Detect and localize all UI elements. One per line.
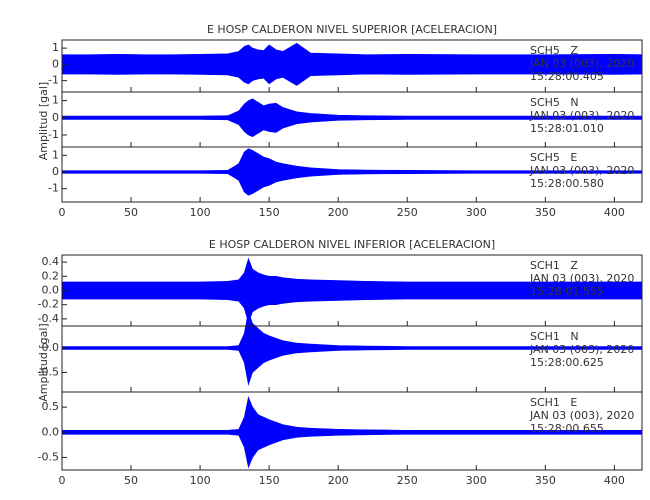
x-tick-label: 300: [466, 206, 487, 219]
date-label: JAN 03 (003), 2020: [529, 272, 634, 285]
time-label: 15:28:00.625: [530, 356, 604, 369]
x-tick-label: 200: [328, 206, 349, 219]
x-tick-label: 100: [190, 474, 211, 487]
y-tick-label: 0: [52, 57, 59, 70]
station-label: SCH1 Z: [530, 259, 578, 272]
y-tick-label: 0.0: [42, 425, 60, 438]
subplot-frame: [61, 146, 643, 203]
station-label: SCH5 E: [530, 151, 577, 164]
y-tick-label: 0: [52, 165, 59, 178]
y-tick-label: 0.5: [42, 400, 60, 413]
x-tick-label: 400: [604, 474, 625, 487]
y-tick-label: 0.2: [42, 269, 60, 282]
panel-title: E HOSP CALDERON NIVEL INFERIOR [ACELERAC…: [209, 238, 495, 251]
x-tick-label: 200: [328, 474, 349, 487]
date-label: JAN 03 (003), 2020: [529, 57, 634, 70]
time-label: 15:28:01.555: [530, 285, 604, 298]
x-tick-label: 100: [190, 206, 211, 219]
y-tick-label: 0: [52, 111, 59, 124]
y-tick-label: -0.4: [38, 312, 59, 325]
y-tick-label: 0.0: [42, 341, 60, 354]
x-tick-label: 150: [259, 474, 280, 487]
y-axis-label: Amplitud [gal]: [37, 82, 50, 160]
x-tick-label: 400: [604, 206, 625, 219]
x-tick-label: 0: [59, 474, 66, 487]
time-label: 15:28:00.405: [530, 70, 604, 83]
x-tick-label: 350: [535, 206, 556, 219]
y-tick-label: -1: [48, 128, 59, 141]
y-tick-label: 1: [52, 148, 59, 161]
station-label: SCH1 E: [530, 396, 577, 409]
x-tick-label: 50: [124, 206, 138, 219]
x-tick-label: 300: [466, 474, 487, 487]
station-label: SCH1 N: [530, 330, 579, 343]
station-label: SCH5 Z: [530, 44, 578, 57]
time-label: 15:28:01.010: [530, 122, 604, 135]
x-tick-label: 250: [397, 474, 418, 487]
date-label: JAN 03 (003), 2020: [529, 343, 634, 356]
y-axis-label: Amplitud [gal]: [37, 323, 50, 401]
y-tick-label: 0.0: [42, 284, 60, 297]
y-tick-label: -0.2: [38, 298, 59, 311]
time-label: 15:28:00.580: [530, 177, 604, 190]
x-tick-label: 350: [535, 474, 556, 487]
y-tick-label: -1: [48, 74, 59, 87]
y-tick-label: 0.4: [42, 255, 60, 268]
station-label: SCH5 N: [530, 96, 579, 109]
y-tick-label: -0.5: [38, 450, 59, 463]
y-tick-label: -0.5: [38, 365, 59, 378]
y-tick-label: 1: [52, 41, 59, 54]
subplot-frame: [61, 391, 643, 471]
y-tick-label: 1: [52, 94, 59, 107]
x-tick-label: 150: [259, 206, 280, 219]
x-tick-label: 0: [59, 206, 66, 219]
time-label: 15:28:00.655: [530, 422, 604, 435]
date-label: JAN 03 (003), 2020: [529, 164, 634, 177]
date-label: JAN 03 (003), 2020: [529, 109, 634, 122]
x-tick-label: 50: [124, 474, 138, 487]
panel-title: E HOSP CALDERON NIVEL SUPERIOR [ACELERAC…: [207, 23, 497, 36]
x-tick-label: 250: [397, 206, 418, 219]
y-tick-label: -1: [48, 182, 59, 195]
date-label: JAN 03 (003), 2020: [529, 409, 634, 422]
